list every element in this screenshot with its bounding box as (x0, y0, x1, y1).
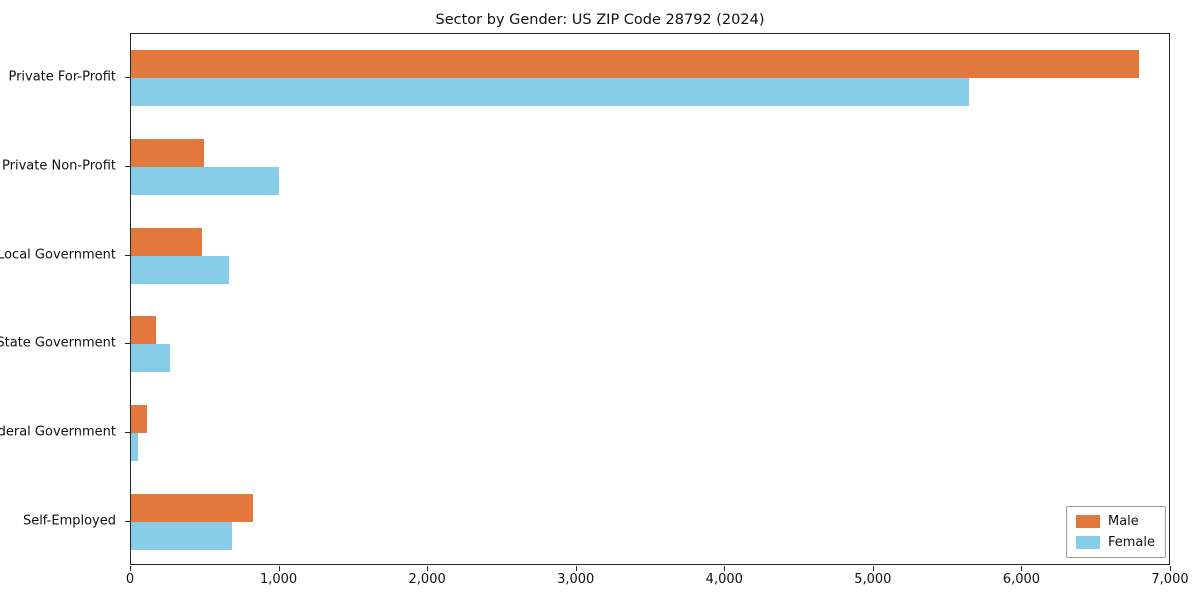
x-tick-mark (427, 566, 429, 571)
bar-female-private-for-profit (131, 78, 969, 107)
legend-item-female: Female (1075, 535, 1155, 550)
y-tick-label-state-government: State Government (0, 335, 116, 351)
bar-male-local-government (131, 227, 203, 256)
y-tick-mark (125, 254, 130, 256)
y-axis-labels: Private For-Profit Private Non-Profit Loca… (0, 33, 124, 565)
y-tick-label-local-government: Local Government (0, 247, 116, 263)
legend-swatch-male (1075, 515, 1100, 528)
bar-female-state-government (131, 344, 170, 373)
legend-label-female: Female (1107, 535, 1155, 550)
bar-male-federal-government (131, 405, 148, 433)
x-tick-label-4000: 4,000 (705, 572, 743, 587)
y-tick-mark (125, 166, 130, 167)
x-tick-label-2000: 2,000 (408, 572, 446, 587)
chart-title: Sector by Gender: US ZIP Code 28792 (202… (435, 12, 765, 28)
bar-female-private-non-profit (131, 167, 280, 195)
x-tick-mark (872, 566, 874, 571)
x-tick-mark (575, 566, 577, 571)
legend-item-male: Male (1075, 514, 1155, 529)
x-tick-mark (130, 566, 131, 571)
bar-female-self-employed (131, 521, 232, 550)
x-tick-mark (278, 566, 280, 571)
x-tick-label-7000: 7,000 (1151, 572, 1189, 587)
x-tick-label-3000: 3,000 (557, 572, 595, 587)
legend-swatch-female (1075, 536, 1100, 549)
x-tick-mark (1021, 566, 1023, 571)
x-tick-label-0: 0 (125, 572, 135, 587)
y-tick-label-private-non-profit: Private Non-Profit (2, 158, 116, 174)
y-tick-label-federal-government: Federal Government (0, 424, 116, 440)
legend: Male Female (1065, 506, 1166, 558)
bar-male-state-government (131, 316, 157, 345)
y-tick-mark (125, 432, 130, 433)
legend-label-male: Male (1107, 514, 1139, 529)
x-tick-mark (1170, 566, 1171, 571)
bar-male-self-employed (131, 493, 253, 522)
bar-male-private-non-profit (131, 139, 204, 167)
y-tick-label-private-for-profit: Private For-Profit (8, 69, 116, 85)
bar-female-federal-government (131, 433, 139, 461)
y-tick-mark (125, 343, 130, 345)
x-tick-label-1000: 1,000 (259, 572, 298, 587)
x-tick-label-6000: 6,000 (1002, 572, 1041, 587)
y-tick-mark (125, 520, 130, 522)
bar-female-local-government (131, 255, 229, 284)
x-tick-mark (724, 566, 726, 571)
x-tick-label-5000: 5,000 (854, 572, 892, 587)
plot-area (130, 33, 1170, 565)
y-tick-label-self-employed: Self-Employed (22, 513, 116, 529)
y-tick-mark (125, 77, 130, 79)
bar-male-private-for-profit (131, 50, 1140, 79)
